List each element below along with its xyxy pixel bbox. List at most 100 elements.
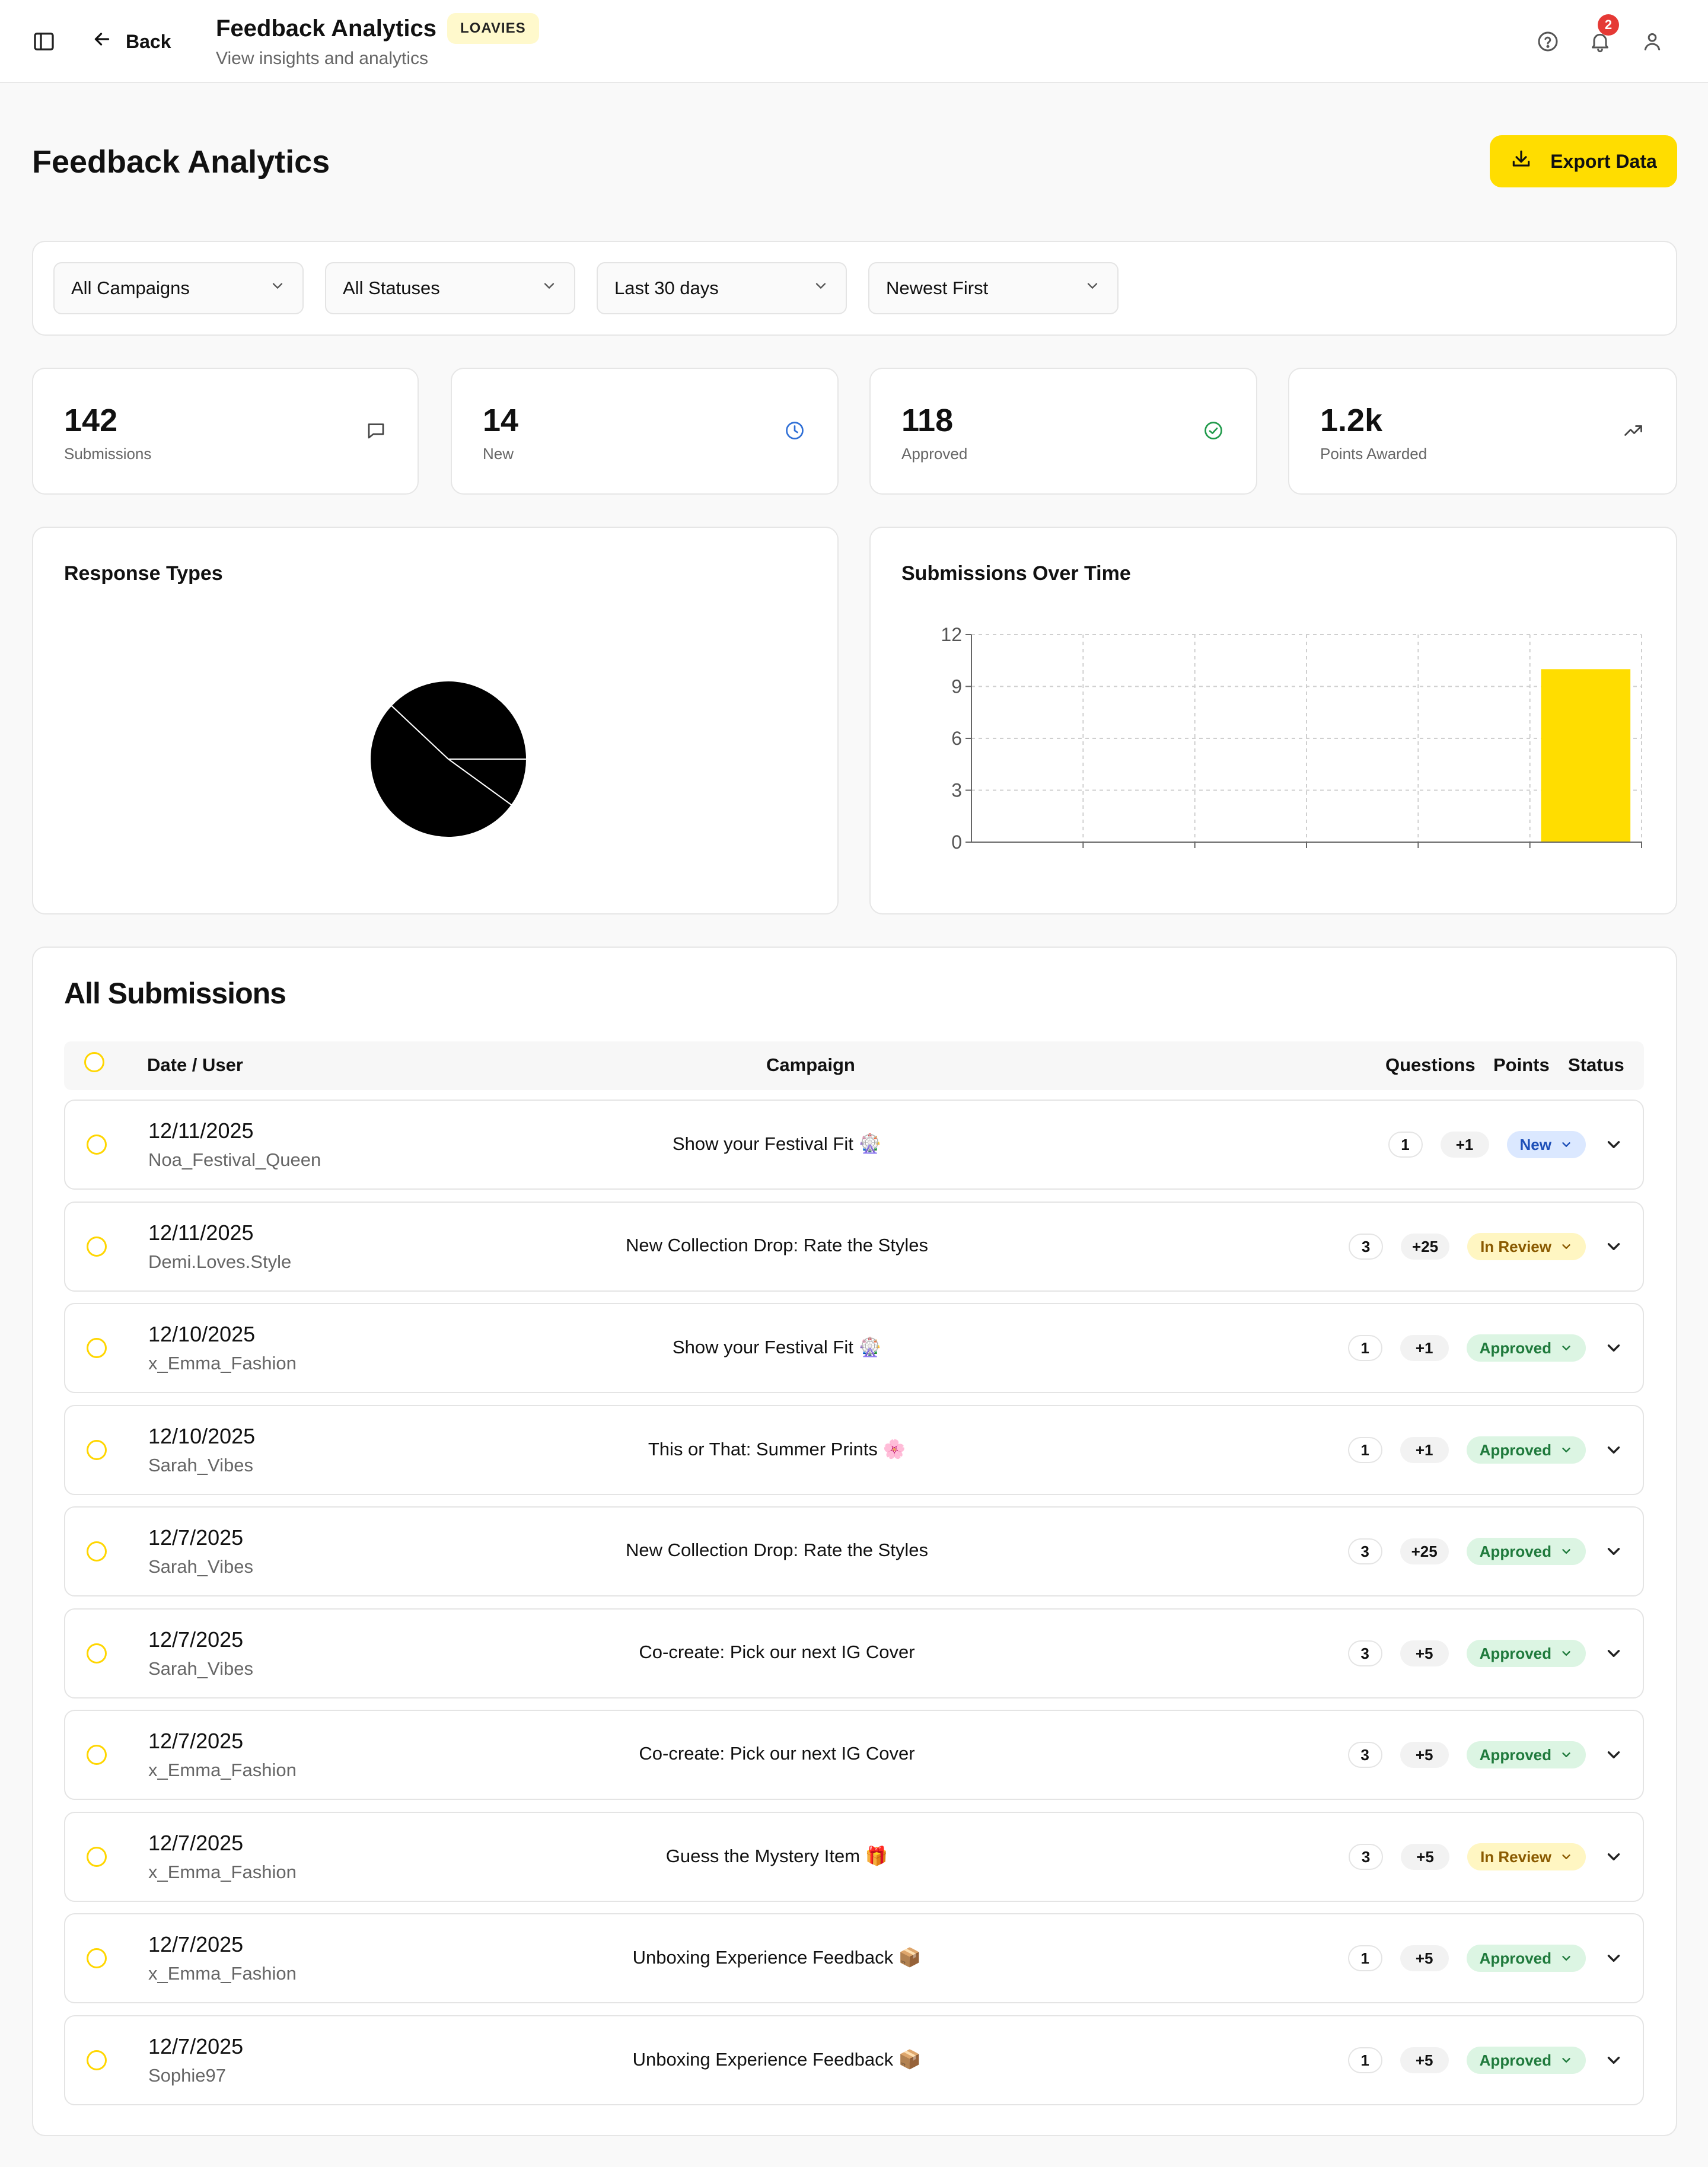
status-dropdown[interactable]: Approved <box>1466 1436 1586 1464</box>
row-select-radio[interactable] <box>87 1440 107 1460</box>
date-range-filter-value: Last 30 days <box>614 278 719 298</box>
expand-row-chevron-icon[interactable] <box>1604 1338 1624 1358</box>
expand-row-chevron-icon[interactable] <box>1604 2050 1624 2070</box>
status-filter-select[interactable]: All Statuses <box>325 262 575 314</box>
table-row[interactable]: 12/7/2025 Sarah_Vibes Co-create: Pick our … <box>64 1608 1644 1698</box>
row-select-radio[interactable] <box>87 1745 107 1765</box>
row-select-radio[interactable] <box>87 1541 107 1561</box>
table-row[interactable]: 12/10/2025 x_Emma_Fashion Show your Festiv… <box>64 1303 1644 1393</box>
table-row[interactable]: 12/11/2025 Demi.Loves.Style New Collection… <box>64 1202 1644 1292</box>
expand-row-chevron-icon[interactable] <box>1604 1948 1624 1968</box>
questions-count-badge: 3 <box>1347 1640 1382 1666</box>
submission-user: Noa_Festival_Queen <box>148 1149 321 1170</box>
response-types-title: Response Types <box>64 562 223 585</box>
column-header-points[interactable]: Points <box>1493 1054 1550 1075</box>
submission-date: 12/7/2025 <box>148 1525 244 1550</box>
expand-row-chevron-icon[interactable] <box>1604 1745 1624 1765</box>
column-header-date-user[interactable]: Date / User <box>147 1054 243 1075</box>
column-header-campaign[interactable]: Campaign <box>766 1054 855 1075</box>
export-data-button[interactable]: Export Data <box>1490 135 1677 187</box>
status-label: Approved <box>1479 1949 1551 1967</box>
chevron-down-icon <box>1560 1748 1573 1761</box>
status-label: Approved <box>1479 1644 1551 1662</box>
status-label: Approved <box>1479 2051 1551 2069</box>
help-icon[interactable] <box>1536 30 1560 53</box>
row-select-radio[interactable] <box>87 1948 107 1968</box>
table-header: Date / User Campaign Questions Points St… <box>64 1041 1644 1090</box>
questions-count-badge: 1 <box>1388 1132 1423 1158</box>
select-all-radio[interactable] <box>84 1052 104 1072</box>
row-select-radio[interactable] <box>87 1847 107 1867</box>
pie-slice[interactable] <box>446 759 528 806</box>
status-dropdown[interactable]: Approved <box>1466 2047 1586 2074</box>
trending-up-icon <box>1623 420 1644 441</box>
expand-row-chevron-icon[interactable] <box>1604 1135 1624 1155</box>
campaign-filter-select[interactable]: All Campaigns <box>53 262 304 314</box>
row-select-radio[interactable] <box>87 1135 107 1155</box>
status-dropdown[interactable]: Approved <box>1466 1538 1586 1565</box>
submission-date: 12/7/2025 <box>148 1932 244 1956</box>
expand-row-chevron-icon[interactable] <box>1604 1847 1624 1867</box>
expand-row-chevron-icon[interactable] <box>1604 1541 1624 1561</box>
column-header-status[interactable]: Status <box>1568 1054 1624 1075</box>
check-circle-icon <box>1203 420 1224 441</box>
column-header-questions[interactable]: Questions <box>1385 1054 1476 1075</box>
sidebar-toggle-icon[interactable] <box>32 30 56 53</box>
bar[interactable] <box>1541 669 1631 842</box>
table-row[interactable]: 12/7/2025 Sophie97 Unboxing Experience Fee… <box>64 2015 1644 2105</box>
submission-user: Sophie97 <box>148 2065 227 2086</box>
table-row[interactable]: 12/7/2025 Sarah_Vibes New Collection Drop:… <box>64 1506 1644 1596</box>
points-badge: +5 <box>1401 1844 1450 1870</box>
back-button[interactable]: Back <box>91 26 171 57</box>
submission-date: 12/11/2025 <box>148 1220 254 1245</box>
chevron-down-icon <box>269 278 286 299</box>
top-bar: Back Feedback Analytics LOAVIES View ins… <box>0 0 1708 83</box>
submission-campaign: This or That: Summer Prints 🌸 <box>648 1439 906 1459</box>
questions-count-badge: 3 <box>1349 1844 1384 1870</box>
row-select-radio[interactable] <box>87 1338 107 1358</box>
submissions-title: All Submissions <box>64 977 286 1010</box>
expand-row-chevron-icon[interactable] <box>1604 1643 1624 1664</box>
row-meta: 3 +5 In Review <box>1349 1838 1624 1876</box>
user-icon[interactable] <box>1640 30 1664 53</box>
export-label: Export Data <box>1550 150 1657 172</box>
chevron-down-icon <box>1560 2054 1573 2067</box>
response-types-card: Response Types <box>32 527 839 914</box>
questions-count-badge: 1 <box>1347 2047 1382 2073</box>
questions-count-badge: 1 <box>1347 1437 1382 1463</box>
table-row[interactable]: 12/7/2025 x_Emma_Fashion Co-create: Pick o… <box>64 1710 1644 1800</box>
table-row[interactable]: 12/7/2025 x_Emma_Fashion Unboxing Experien… <box>64 1913 1644 2003</box>
row-meta: 1 +1 New <box>1388 1126 1624 1164</box>
status-dropdown[interactable]: In Review <box>1467 1843 1586 1870</box>
bell-icon[interactable] <box>1588 30 1612 53</box>
sort-order-select[interactable]: Newest First <box>868 262 1119 314</box>
status-label: Approved <box>1479 1339 1551 1357</box>
status-dropdown[interactable]: Approved <box>1466 1640 1586 1667</box>
expand-row-chevron-icon[interactable] <box>1604 1237 1624 1257</box>
submission-campaign: Show your Festival Fit 🎡 <box>672 1133 882 1154</box>
clock-icon <box>784 420 805 441</box>
message-icon <box>365 420 387 441</box>
stat-value: 14 <box>483 403 519 438</box>
status-label: Approved <box>1479 1441 1551 1459</box>
pie-slice[interactable] <box>390 680 528 760</box>
status-dropdown[interactable]: Approved <box>1466 1945 1586 1972</box>
status-dropdown[interactable]: Approved <box>1466 1334 1586 1362</box>
date-range-filter-select[interactable]: Last 30 days <box>597 262 847 314</box>
row-select-radio[interactable] <box>87 2050 107 2070</box>
header-title-group: Feedback Analytics LOAVIES <box>216 13 539 44</box>
status-dropdown[interactable]: New <box>1506 1131 1586 1158</box>
arrow-left-icon <box>91 28 113 55</box>
submission-user: x_Emma_Fashion <box>148 1760 297 1780</box>
row-select-radio[interactable] <box>87 1643 107 1664</box>
table-row[interactable]: 12/10/2025 Sarah_Vibes This or That: Summe… <box>64 1405 1644 1495</box>
table-row[interactable]: 12/11/2025 Noa_Festival_Queen Show your Fe… <box>64 1100 1644 1190</box>
expand-row-chevron-icon[interactable] <box>1604 1440 1624 1460</box>
row-select-radio[interactable] <box>87 1237 107 1257</box>
submission-campaign: New Collection Drop: Rate the Styles <box>625 1540 929 1560</box>
pie-slice[interactable] <box>369 705 513 838</box>
submission-date: 12/7/2025 <box>148 1831 244 1855</box>
table-row[interactable]: 12/7/2025 x_Emma_Fashion Guess the Mystery… <box>64 1812 1644 1902</box>
status-dropdown[interactable]: Approved <box>1466 1741 1586 1768</box>
status-dropdown[interactable]: In Review <box>1467 1233 1586 1260</box>
